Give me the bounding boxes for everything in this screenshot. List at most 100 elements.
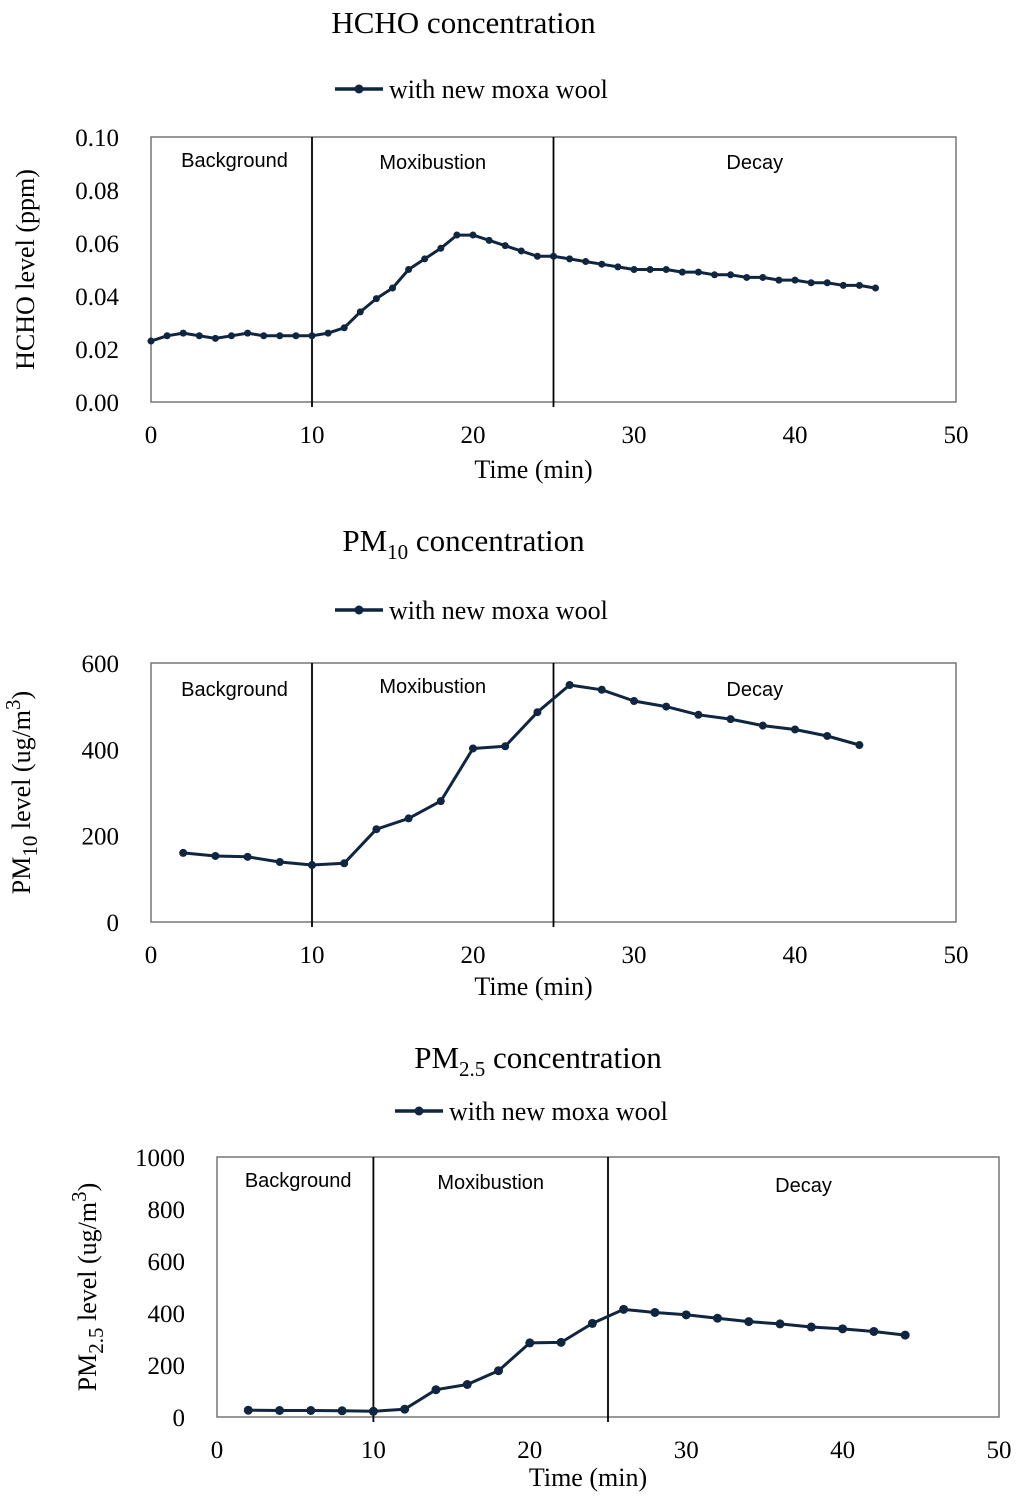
y-tick-label: 0.00 xyxy=(75,390,119,417)
data-point xyxy=(525,1338,535,1348)
phase-label-background: Background xyxy=(245,1170,352,1192)
data-point xyxy=(163,332,171,340)
data-point xyxy=(556,1337,566,1347)
data-point xyxy=(356,308,364,316)
data-point xyxy=(244,329,252,337)
legend-dot-marker xyxy=(354,605,364,615)
y-tick-label: 600 xyxy=(148,1249,186,1276)
data-point xyxy=(630,696,638,705)
data-point xyxy=(775,276,783,284)
y-axis-label: PM2.5 level (ug/m3) xyxy=(67,1183,108,1392)
data-point xyxy=(436,797,445,806)
x-tick-label: 50 xyxy=(944,942,969,969)
data-point xyxy=(275,857,284,866)
y-tick-label: 0.04 xyxy=(75,284,119,311)
data-point xyxy=(565,681,574,690)
data-point xyxy=(711,271,718,279)
data-point xyxy=(340,324,348,332)
data-point xyxy=(823,279,831,287)
data-point xyxy=(276,332,284,340)
x-tick-label: 40 xyxy=(783,422,808,449)
data-point xyxy=(791,276,799,284)
data-point xyxy=(758,721,767,730)
data-point xyxy=(839,281,847,289)
x-tick-label: 30 xyxy=(674,1437,699,1464)
data-point xyxy=(517,247,525,255)
x-tick-label: 20 xyxy=(461,422,486,449)
y-tick-label: 0.06 xyxy=(75,231,119,258)
data-point xyxy=(275,1406,285,1415)
data-point xyxy=(855,741,864,750)
data-point xyxy=(533,708,542,717)
y-tick-label: 0.02 xyxy=(75,337,119,364)
data-point xyxy=(855,281,863,289)
x-tick-label: 50 xyxy=(987,1437,1012,1464)
data-point xyxy=(372,295,380,303)
y-axis-label: HCHO level (ppm) xyxy=(11,169,40,370)
data-point xyxy=(501,742,510,751)
data-point xyxy=(807,279,815,287)
data-point xyxy=(869,1326,879,1336)
phase-label-background: Background xyxy=(181,150,288,172)
data-point xyxy=(431,1385,441,1395)
data-point xyxy=(582,258,590,266)
chart-title: PM10 concentration xyxy=(342,523,585,564)
data-point xyxy=(306,1406,316,1415)
data-point xyxy=(400,1404,410,1414)
x-axis-label: Time (min) xyxy=(474,455,592,484)
phase-label-moxibustion: Moxibustion xyxy=(437,1172,544,1194)
data-point xyxy=(681,1310,691,1320)
data-point xyxy=(469,231,477,239)
data-point xyxy=(597,685,606,694)
data-point xyxy=(630,266,638,273)
data-point xyxy=(791,725,799,734)
data-point xyxy=(389,284,396,292)
y-tick-label: 1000 xyxy=(135,1145,185,1172)
data-point xyxy=(838,1324,848,1334)
y-tick-label: 200 xyxy=(82,824,120,851)
chart-title: HCHO concentration xyxy=(331,5,596,40)
data-point xyxy=(494,1366,504,1376)
y-tick-label: 400 xyxy=(82,737,120,764)
data-point xyxy=(292,332,300,340)
y-tick-label: 800 xyxy=(148,1197,186,1224)
legend: with new moxa wool xyxy=(335,596,608,625)
x-tick-label: 0 xyxy=(145,422,158,449)
data-point xyxy=(179,848,188,857)
y-tick-label: 200 xyxy=(148,1353,186,1380)
x-tick-label: 40 xyxy=(830,1437,855,1464)
data-point xyxy=(211,851,220,860)
phase-label-moxibustion: Moxibustion xyxy=(379,676,486,698)
data-point xyxy=(900,1330,910,1340)
data-point xyxy=(340,859,349,868)
data-point xyxy=(337,1406,347,1416)
y-tick-label: 0.08 xyxy=(75,178,119,205)
data-point xyxy=(662,702,671,711)
y-tick-label: 0 xyxy=(173,1405,186,1432)
x-tick-label: 0 xyxy=(145,942,158,969)
x-tick-label: 40 xyxy=(783,942,808,969)
x-axis-label: Time (min) xyxy=(529,1463,647,1492)
data-point xyxy=(308,861,316,870)
data-point xyxy=(308,332,316,340)
data-point xyxy=(694,268,702,276)
data-point xyxy=(727,271,735,279)
data-point xyxy=(550,252,557,260)
legend-dot-marker xyxy=(414,1106,424,1116)
data-point xyxy=(566,255,574,263)
data-point xyxy=(759,273,767,281)
phase-label-decay: Decay xyxy=(775,1175,832,1197)
data-point xyxy=(469,744,477,753)
data-point xyxy=(453,231,461,239)
data-point xyxy=(147,337,155,345)
data-point xyxy=(823,731,832,740)
data-point xyxy=(662,266,670,273)
data-point xyxy=(368,1406,378,1416)
x-tick-label: 0 xyxy=(211,1437,224,1464)
data-point xyxy=(228,332,235,340)
data-point xyxy=(405,266,413,273)
chart-2: PM10 concentration with new moxa wool Back… xyxy=(1,523,969,1001)
data-point xyxy=(694,710,703,719)
legend: with new moxa wool xyxy=(395,1097,668,1126)
